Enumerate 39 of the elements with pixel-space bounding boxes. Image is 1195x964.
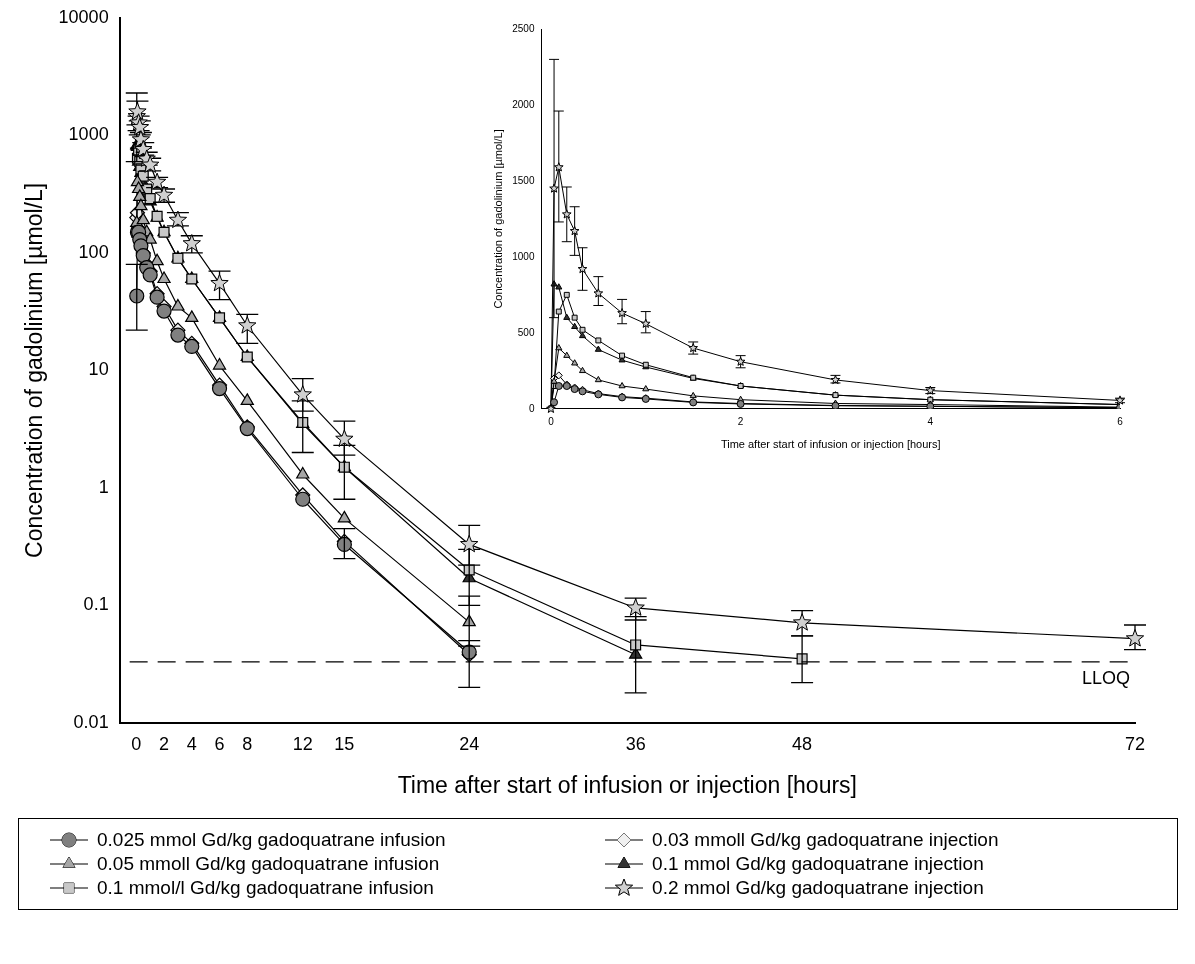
legend-label: 0.05 mmoll Gd/kg gadoquatrane infusion <box>97 853 440 875</box>
y-axis-title: Concentration of gadolinium [µmol/L] <box>21 182 48 558</box>
y-tick-label: 0.01 <box>73 711 109 732</box>
x-tick-label: 4 <box>186 733 197 754</box>
y-tick-label: 500 <box>517 326 535 338</box>
y-tick-label: 1000 <box>512 250 535 262</box>
x-tick-label: 6 <box>1117 415 1124 427</box>
y-tick-label: 100 <box>78 241 109 262</box>
legend-label: 0.1 mmol Gd/kg gadoquatrane injection <box>652 853 984 875</box>
x-tick-label: 72 <box>1124 733 1146 754</box>
y-tick-label: 2000 <box>512 98 535 110</box>
x-tick-label: 8 <box>242 733 253 754</box>
x-axis-title: Time after start of infusion or injection [hours] <box>397 771 858 798</box>
x-tick-label: 36 <box>625 733 646 754</box>
y-tick-label: 1500 <box>512 174 535 186</box>
legend-label: 0.2 mmol Gd/kg gadoquatrane injection <box>652 877 984 899</box>
legend-label: 0.025 mmol Gd/kg gadoquatrane infusion <box>97 829 446 851</box>
y-tick-label: 10 <box>88 359 109 380</box>
y-tick-label: 1000 <box>68 124 109 145</box>
y-axis-title: Concentration of gadolinium [µmol/L] <box>491 129 504 309</box>
legend-label: 0.03 mmoll Gd/kg gadoquatrane injection <box>652 829 999 851</box>
x-tick-label: 12 <box>292 733 313 754</box>
x-tick-label: 2 <box>737 415 744 427</box>
x-tick-label: 0 <box>131 733 142 754</box>
ref-line-label: LLOQ <box>1081 667 1130 688</box>
x-tick-label: 15 <box>334 733 355 754</box>
x-tick-label: 6 <box>214 733 225 754</box>
y-tick-label: 2500 <box>512 22 535 34</box>
y-tick-label: 0.1 <box>83 594 109 615</box>
legend-label: 0.1 mmol/l Gd/kg gadoquatrane infusion <box>97 877 434 899</box>
y-tick-label: 1 <box>98 476 109 497</box>
y-tick-label: 10000 <box>58 6 109 27</box>
x-tick-label: 48 <box>792 733 813 754</box>
x-tick-label: 24 <box>459 733 480 754</box>
x-tick-label: 4 <box>927 415 934 427</box>
x-tick-label: 2 <box>159 733 170 754</box>
x-axis-title: Time after start of infusion or injection [hours] <box>720 438 941 451</box>
x-tick-label: 0 <box>548 415 555 427</box>
y-tick-label: 0 <box>528 402 535 414</box>
